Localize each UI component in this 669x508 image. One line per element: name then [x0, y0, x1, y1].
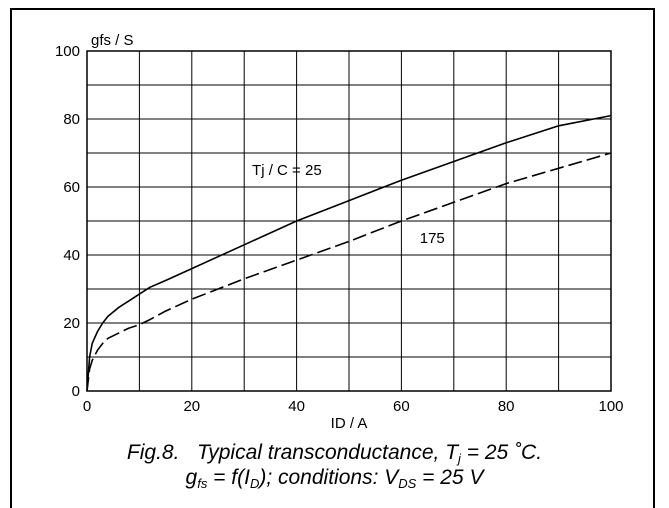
series-lines — [86, 114, 612, 392]
x-tick-label: 80 — [498, 398, 515, 415]
y-axis-title: gfs / S — [91, 32, 134, 49]
series-line-tj-25 — [86, 114, 612, 392]
caption-line-1: Fig.8. Typical transconductance, Tj = 25… — [0, 440, 669, 465]
caption-fig-label: Fig.8. — [126, 441, 180, 464]
caption-temp: = 25 ˚C. — [460, 441, 543, 464]
x-tick-label: 100 — [598, 398, 623, 415]
series-line-tj-175 — [86, 152, 612, 392]
annotation-tj-25: Tj / C = 25 — [252, 162, 322, 179]
y-tick-label: 100 — [55, 43, 80, 60]
caption-g: g — [185, 466, 198, 489]
x-tick-labels: 0 20 40 60 80 100 — [83, 398, 624, 415]
y-tick-label: 60 — [63, 179, 80, 196]
y-tick-label: 80 — [63, 111, 80, 128]
y-tick-label: 20 — [63, 315, 80, 332]
x-axis-title: ID / A — [331, 415, 368, 432]
x-tick-label: 60 — [393, 398, 410, 415]
x-tick-label: 0 — [83, 398, 91, 415]
caption-func: = f(I — [207, 466, 250, 489]
annotation-175: 175 — [420, 230, 445, 247]
caption-conditions: ); conditions: V — [259, 466, 399, 489]
y-tick-label: 40 — [63, 247, 80, 264]
y-tick-labels: 0 20 40 60 80 100 — [55, 43, 80, 400]
x-tick-label: 20 — [183, 398, 200, 415]
grid — [87, 51, 611, 391]
caption-tj-sub: j — [458, 451, 461, 466]
plot-border — [86, 50, 612, 392]
figure-frame — [10, 8, 655, 508]
transconductance-chart: 0 20 40 60 80 100 0 20 40 60 80 100 gfs / S ID / A… — [55, 32, 624, 432]
caption-i-sub: D — [249, 476, 260, 491]
caption-line-2: gfs = f(ID); conditions: VDS = 25 V — [0, 465, 669, 490]
caption-v-sub: DS — [398, 476, 417, 491]
x-tick-label: 40 — [288, 398, 305, 415]
caption-title: Typical transconductance, T — [196, 441, 459, 464]
caption-g-sub: fs — [197, 476, 208, 491]
y-tick-label: 0 — [72, 383, 80, 400]
figure-caption: Fig.8. Typical transconductance, Tj = 25… — [0, 440, 669, 490]
caption-vds: = 25 V — [416, 466, 484, 489]
